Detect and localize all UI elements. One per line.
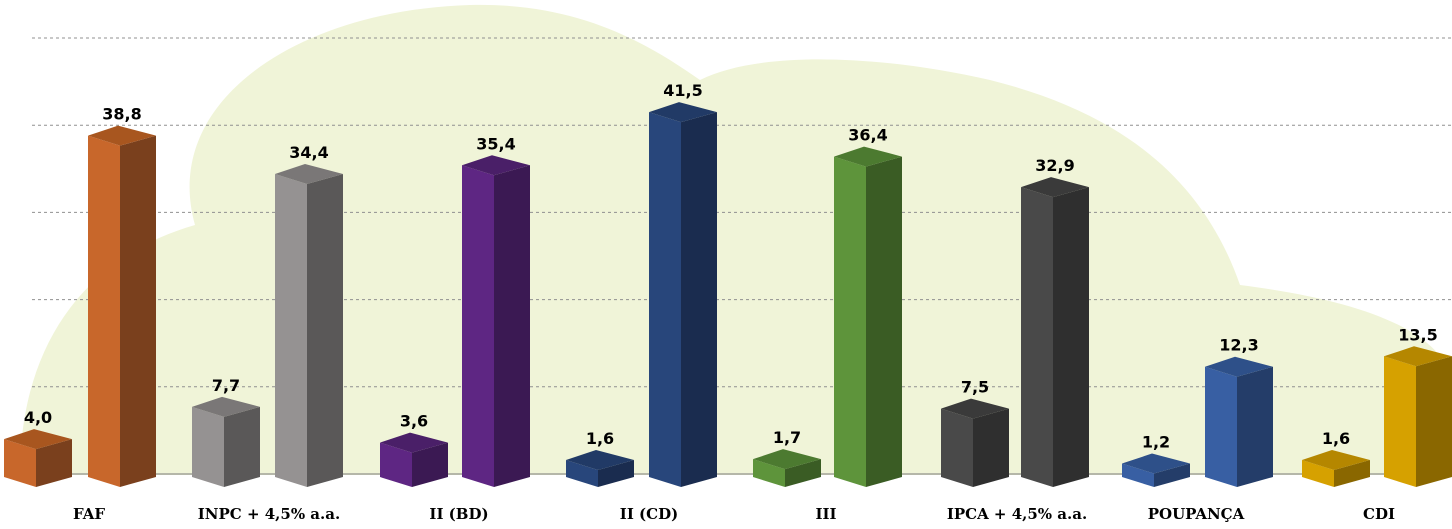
bar-side-face bbox=[36, 439, 72, 487]
bar bbox=[753, 449, 821, 487]
bars bbox=[4, 102, 1452, 488]
bar bbox=[1122, 453, 1190, 487]
bar bbox=[462, 155, 530, 487]
bar-top-face bbox=[275, 164, 343, 185]
data-label: 34,4 bbox=[289, 143, 328, 162]
bar-side-face bbox=[412, 442, 448, 487]
data-label: 3,6 bbox=[400, 412, 428, 431]
bar-side-face bbox=[307, 174, 343, 488]
data-label: 1,6 bbox=[1322, 429, 1350, 448]
data-label: 1,7 bbox=[773, 428, 801, 447]
bar-top-face bbox=[834, 146, 902, 167]
bar-side-face bbox=[224, 406, 260, 487]
bar-side-face bbox=[494, 165, 530, 487]
data-label: 36,4 bbox=[848, 126, 887, 145]
bar-front-face bbox=[380, 442, 412, 487]
bar-side-face bbox=[785, 459, 821, 487]
bar-front-face bbox=[1122, 463, 1154, 487]
bar-front-face bbox=[4, 439, 36, 487]
bar-front-face bbox=[1302, 460, 1334, 487]
data-label: 32,9 bbox=[1035, 156, 1074, 175]
bar-top-face bbox=[649, 102, 717, 123]
bar-top-face bbox=[1021, 177, 1089, 198]
bar-front-face bbox=[1384, 356, 1416, 487]
bar-top-face bbox=[566, 450, 634, 471]
bar-top-face bbox=[462, 155, 530, 176]
bar-side-face bbox=[598, 460, 634, 487]
bar bbox=[192, 396, 260, 487]
data-label: 7,5 bbox=[961, 378, 989, 397]
category-label: POUPANÇA bbox=[1148, 505, 1245, 523]
category-label: CDI bbox=[1363, 505, 1395, 523]
bar-top-face bbox=[753, 449, 821, 470]
category-label: II (BD) bbox=[429, 505, 488, 523]
bar-top-face bbox=[1205, 356, 1273, 377]
bar-top-face bbox=[380, 432, 448, 453]
bar-front-face bbox=[88, 135, 120, 487]
bar-front-face bbox=[192, 406, 224, 487]
bar-top-face bbox=[1122, 453, 1190, 474]
bar-side-face bbox=[120, 135, 156, 487]
bar-front-face bbox=[462, 165, 494, 487]
bar bbox=[1021, 177, 1089, 487]
bar-side-face bbox=[681, 112, 717, 488]
bar-side-face bbox=[973, 408, 1009, 487]
category-labels: FAF INPC + 4,5% a.a. II (BD) II (CD) III IPCA… bbox=[73, 505, 1395, 523]
bar-front-face bbox=[1205, 366, 1237, 487]
data-label: 1,6 bbox=[586, 429, 614, 448]
bar-top-face bbox=[192, 396, 260, 417]
bar bbox=[88, 125, 156, 487]
data-label: 7,7 bbox=[212, 376, 240, 395]
data-label: 13,5 bbox=[1398, 325, 1437, 344]
bar bbox=[275, 164, 343, 488]
bar-front-face bbox=[275, 174, 307, 488]
bar bbox=[380, 432, 448, 487]
bar-side-face bbox=[866, 156, 902, 488]
bar bbox=[649, 102, 717, 488]
bar-front-face bbox=[649, 112, 681, 488]
category-label: II (CD) bbox=[620, 505, 678, 523]
bar-top-face bbox=[88, 125, 156, 146]
value-labels: 4,0 38,8 7,7 34,4 3,6 35,4 1,6 41,5 1,7 36,4 7,5 32… bbox=[24, 81, 1438, 451]
data-label: 38,8 bbox=[102, 105, 141, 124]
bar bbox=[1205, 356, 1273, 487]
bar bbox=[834, 146, 902, 488]
bar-side-face bbox=[1053, 187, 1089, 487]
background-cloud-shape bbox=[20, 4, 1452, 476]
category-label: III bbox=[815, 505, 836, 523]
bar-side-face bbox=[1154, 463, 1190, 487]
bar-front-face bbox=[834, 156, 866, 488]
bar-side-face bbox=[1334, 460, 1370, 487]
bar bbox=[566, 450, 634, 487]
bar-top-face bbox=[4, 429, 72, 450]
data-label: 4,0 bbox=[24, 408, 52, 427]
bar-side-face bbox=[1237, 366, 1273, 487]
bar-front-face bbox=[753, 459, 785, 487]
bar-top-face bbox=[1302, 450, 1370, 471]
bar-front-face bbox=[566, 460, 598, 487]
bar-top-face bbox=[941, 398, 1009, 419]
data-label: 1,2 bbox=[1142, 433, 1170, 452]
bar bbox=[1302, 450, 1370, 487]
bar-front-face bbox=[941, 408, 973, 487]
bar-top-face bbox=[1384, 346, 1452, 367]
bar bbox=[1384, 346, 1452, 487]
data-label: 12,3 bbox=[1219, 336, 1258, 355]
category-label: INPC + 4,5% a.a. bbox=[198, 505, 340, 523]
category-label: IPCA + 4,5% a.a. bbox=[947, 505, 1087, 523]
data-label: 41,5 bbox=[663, 81, 702, 100]
category-label: FAF bbox=[73, 505, 105, 523]
data-label: 35,4 bbox=[476, 134, 515, 153]
bar-front-face bbox=[1021, 187, 1053, 487]
bar bbox=[4, 429, 72, 487]
bar bbox=[941, 398, 1009, 487]
bar-side-face bbox=[1416, 356, 1452, 487]
